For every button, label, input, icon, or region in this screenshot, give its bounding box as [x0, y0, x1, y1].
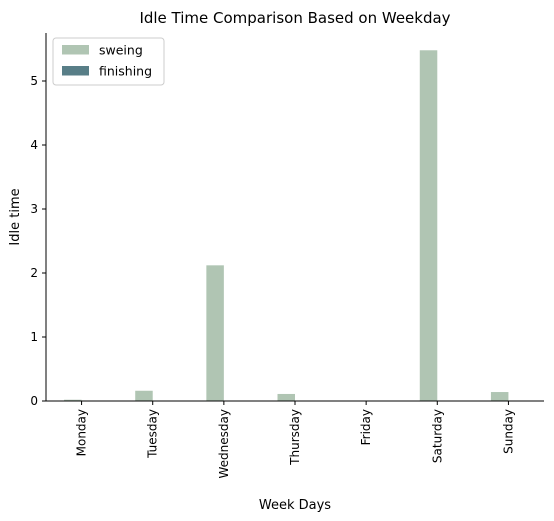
- bar-sweing-monday: [64, 399, 82, 401]
- chart-title: Idle Time Comparison Based on Weekday: [139, 9, 450, 27]
- legend-label-finishing: finishing: [99, 64, 152, 79]
- y-tick-label: 5: [30, 74, 38, 88]
- x-tick-label-wednesday: Wednesday: [217, 409, 231, 478]
- y-tick-label: 1: [30, 330, 38, 344]
- x-tick-label-sunday: Sunday: [501, 409, 515, 454]
- bar-sweing-thursday: [277, 393, 295, 401]
- bar-sweing-tuesday: [135, 390, 153, 401]
- bar-sweing-wednesday: [206, 265, 224, 401]
- x-tick-label-tuesday: Tuesday: [146, 409, 160, 459]
- y-tick-label: 4: [30, 138, 38, 152]
- legend-swatch-finishing: [62, 66, 89, 76]
- x-tick-label-saturday: Saturday: [430, 409, 444, 463]
- y-tick-label: 2: [30, 266, 38, 280]
- x-tick-label-monday: Monday: [75, 409, 89, 456]
- y-tick-label: 3: [30, 202, 38, 216]
- bar-sweing-sunday: [490, 392, 509, 401]
- y-tick-label: 0: [30, 394, 38, 408]
- axes-group: 0 1 2 3 4 5 Monday Tuesday Wednesday Thursday Frid…: [30, 33, 544, 478]
- bar-sweing-saturday: [419, 50, 438, 401]
- legend-swatch-sweing: [62, 45, 89, 55]
- legend: sweing finishing: [52, 37, 165, 86]
- x-tick-label-thursday: Thursday: [288, 409, 302, 466]
- x-tick-label-friday: Friday: [359, 409, 373, 445]
- bars-group: [64, 50, 509, 401]
- y-axis-label: Idle time: [8, 188, 23, 245]
- legend-label-sweing: sweing: [99, 43, 143, 58]
- x-axis-label: Week Days: [259, 498, 331, 513]
